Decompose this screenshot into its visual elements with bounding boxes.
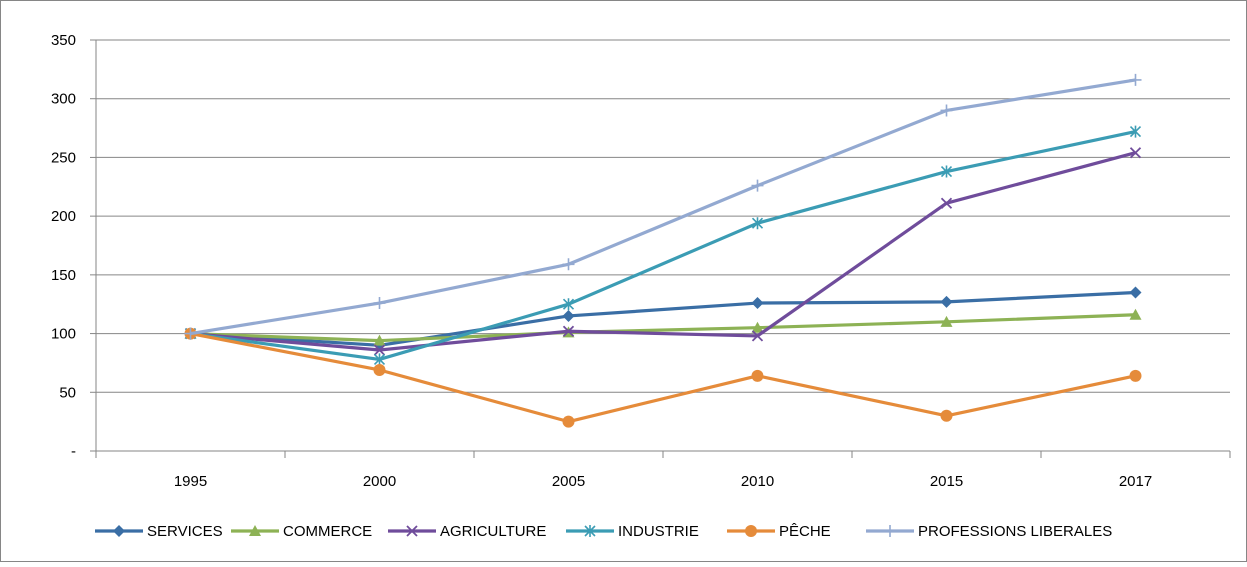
data-point [940,315,953,327]
x-tick-label: 2015 [930,473,963,490]
series-line [190,78,1136,336]
data-point [373,363,386,376]
y-tick-label: 100 [51,326,76,343]
x-tick-label: 2005 [552,473,585,490]
data-point [373,297,386,310]
legend-marker [584,525,596,537]
series-line [190,332,1136,424]
legend-entry: SERVICES [95,523,223,540]
legend-entry: INDUSTRIE [566,523,699,540]
axes [90,39,1231,458]
series-professions-liberales [184,73,1142,340]
data-point [1129,125,1142,138]
legend-marker [249,525,261,536]
y-tick-label: 250 [51,149,76,166]
legend-label: INDUSTRIE [618,523,699,540]
y-tick-label: 50 [59,384,76,401]
y-tick-label: 150 [51,267,76,284]
data-point [562,258,575,271]
data-point [1129,308,1142,320]
data-point [562,298,575,311]
legend-entry: COMMERCE [231,523,372,540]
data-point [751,321,764,333]
legend-entry: PROFESSIONS LIBERALES [866,523,1112,540]
data-point [1129,147,1142,159]
legend-marker [745,525,757,537]
legend: SERVICES COMMERCE AGRICULTURE INDUSTRIE PÊCH… [95,523,1112,540]
data-point [940,165,953,178]
x-tick-label: 2000 [363,473,396,490]
data-point [373,353,386,366]
data-point [940,409,953,422]
x-tick-label: 1995 [174,473,207,490]
legend-label: PROFESSIONS LIBERALES [918,523,1112,540]
data-point [751,369,764,382]
legend-label: SERVICES [147,523,223,540]
legend-label: COMMERCE [283,523,372,540]
data-point [373,334,386,346]
data-point [751,217,764,230]
series-line [190,130,1136,362]
y-axis-tick-labels: - 50 100 150 200 250 300 350 [51,32,76,460]
y-tick-label: 200 [51,208,76,225]
legend-label: PÊCHE [779,523,831,540]
series-line [190,313,1136,343]
data-point [373,344,386,356]
series-p-che [184,327,1142,428]
data-point [1129,286,1142,299]
x-axis-tick-labels: 1995 2000 2005 2010 2015 2017 [174,473,1152,490]
data-point [1129,369,1142,382]
series-line [190,290,1136,347]
data-point [562,309,575,322]
data-point [751,179,764,192]
series-group [184,73,1142,428]
data-point [184,327,197,340]
y-tick-label: - [71,443,76,460]
gridlines [96,39,1230,393]
data-point [940,197,953,209]
legend-entry: AGRICULTURE [388,523,546,540]
data-point [562,415,575,428]
data-point [940,295,953,308]
y-tick-label: 350 [51,32,76,49]
series-line [190,151,1136,352]
legend-marker [113,525,125,537]
series-services [184,286,1142,352]
x-tick-label: 2017 [1119,473,1152,490]
legend-marker [884,525,896,537]
legend-marker [406,525,418,537]
y-tick-label: 300 [51,91,76,108]
legend-label: AGRICULTURE [440,523,546,540]
data-point [562,325,575,337]
data-point [1129,73,1142,86]
data-point [940,104,953,117]
legend-entry: PÊCHE [727,523,831,540]
x-tick-label: 2010 [741,473,774,490]
data-point [751,330,764,342]
data-point [751,297,764,310]
